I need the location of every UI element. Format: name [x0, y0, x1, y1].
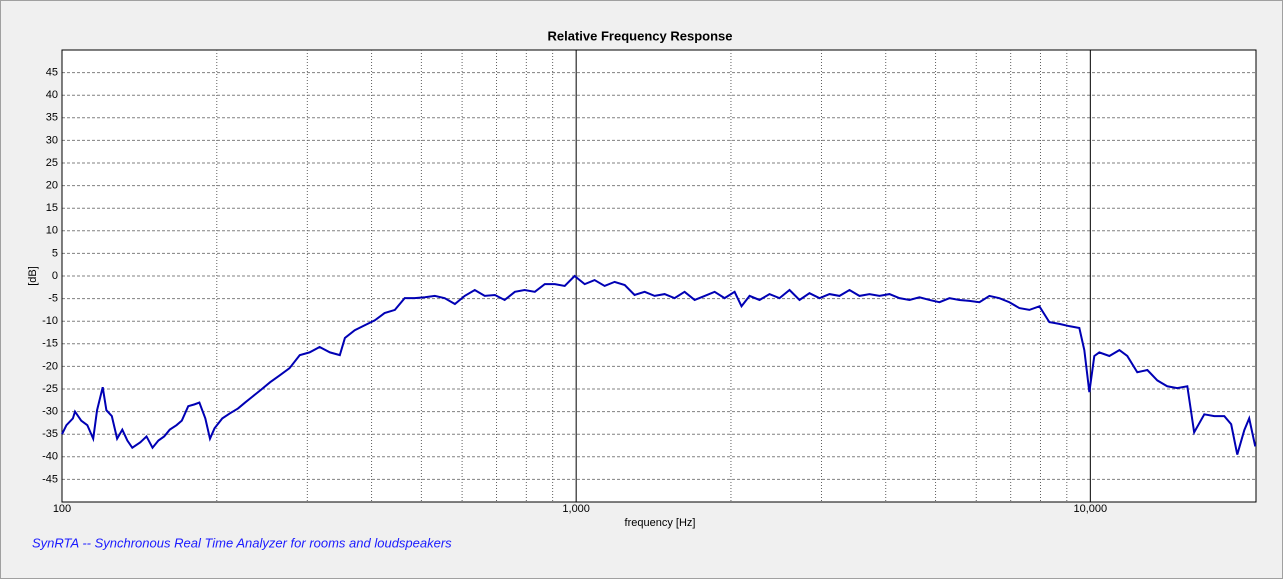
chart-title: Relative Frequency Response	[548, 28, 733, 43]
y-tick-label: -10	[42, 315, 58, 327]
response-line	[61, 274, 1257, 455]
y-tick-label: 10	[46, 225, 58, 237]
marks	[61, 274, 1257, 455]
y-tick-label: -5	[48, 293, 58, 305]
y-tick-label: -30	[42, 406, 58, 418]
x-tick-label: 1,000	[562, 503, 590, 515]
x-axis-label: frequency [Hz]	[625, 517, 696, 529]
x-tick-label: 100	[53, 503, 71, 515]
y-tick-label: -20	[42, 360, 58, 372]
y-tick-label: -15	[42, 338, 58, 350]
y-tick-label: -35	[42, 428, 58, 440]
y-axis-label: [dB]	[27, 266, 39, 286]
y-tick-label: 30	[46, 134, 58, 146]
y-tick-label: 25	[46, 157, 58, 169]
y-tick-label: 45	[46, 67, 58, 79]
y-tick-label: 5	[52, 247, 58, 259]
y-tick-label: 20	[46, 180, 58, 192]
y-tick-label: 0	[52, 270, 58, 282]
grid	[61, 50, 1256, 502]
annotation: SynRTA -- Synchronous Real Time Analyzer…	[32, 535, 452, 550]
y-tick-label: -40	[42, 451, 58, 463]
y-tick-label: -25	[42, 383, 58, 395]
y-tick-label: -45	[42, 473, 58, 485]
y-tick-label: 35	[46, 112, 58, 124]
y-tick-label: 15	[46, 202, 58, 214]
x-tick-label: 10,000	[1073, 503, 1107, 515]
y-tick-label: 40	[46, 89, 58, 101]
